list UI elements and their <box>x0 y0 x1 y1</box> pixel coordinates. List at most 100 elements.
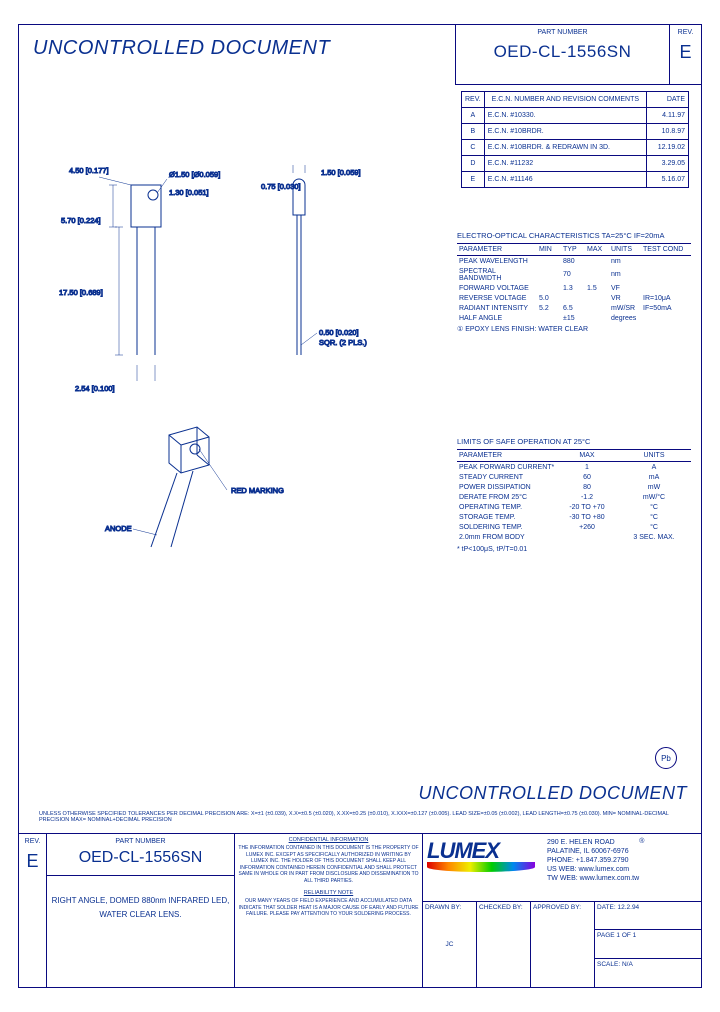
table-cell <box>585 293 609 303</box>
title-block-bottom: REV. E PART NUMBER OED-CL-1556SN RIGHT A… <box>19 833 701 987</box>
bot-rev-value: E <box>19 851 46 872</box>
table-cell: PEAK FORWARD CURRENT* <box>457 462 557 473</box>
revision-table: REV. E.C.N. NUMBER AND REVISION COMMENTS… <box>461 91 689 188</box>
table-cell: RADIANT INTENSITY <box>457 303 537 313</box>
svg-text:2.54 [0.100]: 2.54 [0.100] <box>75 384 115 393</box>
pb-free-icon: Pb <box>655 747 677 769</box>
table-cell: 1 <box>557 462 617 473</box>
table-cell: E.C.N. #10330. <box>484 108 646 124</box>
table-cell: 5.0 <box>537 293 561 303</box>
table-cell: -20 TO +70 <box>557 502 617 512</box>
table-cell: E.C.N. #11146 <box>484 172 646 188</box>
characteristics-table: PARAMETER MIN TYP MAX UNITS TEST COND PE… <box>457 243 691 333</box>
bot-rev-label: REV. <box>19 838 46 845</box>
table-cell: D <box>462 156 485 172</box>
svg-text:RED MARKING: RED MARKING <box>231 486 284 495</box>
table-cell <box>537 313 561 323</box>
table-cell: PEAK WAVELENGTH <box>457 256 537 267</box>
table-cell: mW/SR <box>609 303 641 313</box>
char-title: ELECTRO-OPTICAL CHARACTERISTICS TA=25°C … <box>457 231 665 240</box>
table-cell: 70 <box>561 266 585 283</box>
rev-label: REV. <box>670 29 701 36</box>
table-cell <box>641 283 691 293</box>
char-h1: MIN <box>537 244 561 256</box>
revtable-h1: E.C.N. NUMBER AND REVISION COMMENTS <box>484 92 646 108</box>
table-cell: -1.2 <box>557 492 617 502</box>
addr-line: PALATINE, IL 60067-6976 <box>547 847 639 856</box>
date-value: 12.2.94 <box>617 904 639 911</box>
revtable-h0: REV. <box>462 92 485 108</box>
table-cell: 5.16.07 <box>647 172 689 188</box>
table-cell: 80 <box>557 482 617 492</box>
table-cell: 60 <box>557 472 617 482</box>
approved-label: APPROVED BY: <box>533 904 592 911</box>
svg-text:1.30 [0.051]: 1.30 [0.051] <box>169 188 209 197</box>
char-h5: TEST COND <box>641 244 691 256</box>
table-cell: A <box>462 108 485 124</box>
rel-title: RELIABILITY NOTE <box>238 890 419 896</box>
table-cell: degrees <box>609 313 641 323</box>
table-cell: 10.8.97 <box>647 124 689 140</box>
addr-line: 290 E. HELEN ROAD <box>547 838 639 847</box>
table-cell: 1.5 <box>585 283 609 293</box>
table-cell: VF <box>609 283 641 293</box>
table-cell: mW <box>617 482 691 492</box>
scale-label: SCALE: <box>597 961 620 968</box>
table-cell: 5.2 <box>537 303 561 313</box>
scale-value: N/A <box>622 961 633 968</box>
svg-text:4.50 [0.177]: 4.50 [0.177] <box>69 166 109 175</box>
table-cell <box>641 266 691 283</box>
checked-label: CHECKED BY: <box>479 904 528 911</box>
lim-h0: PARAMETER <box>457 450 557 462</box>
table-cell: FORWARD VOLTAGE <box>457 283 537 293</box>
limits-table: PARAMETER MAX UNITS PEAK FORWARD CURRENT… <box>457 449 691 553</box>
table-cell: 3 SEC. MAX. <box>617 532 691 542</box>
tolerances-note: UNLESS OTHERWISE SPECIFIED TOLERANCES PE… <box>39 811 689 823</box>
table-cell: nm <box>609 266 641 283</box>
table-cell: mW/°C <box>617 492 691 502</box>
lim-h2: UNITS <box>617 450 691 462</box>
table-cell: -30 TO +80 <box>557 512 617 522</box>
table-cell: STORAGE TEMP. <box>457 512 557 522</box>
table-cell: +260 <box>557 522 617 532</box>
svg-text:Ø1.50 [Ø0.059]: Ø1.50 [Ø0.059] <box>169 170 220 179</box>
table-cell: 880 <box>561 256 585 267</box>
svg-text:0.75 [0.030]: 0.75 [0.030] <box>261 182 301 191</box>
registered-icon: ® <box>639 838 644 845</box>
table-cell: VR <box>609 293 641 303</box>
table-cell: SPECTRAL BANDWIDTH <box>457 266 537 283</box>
table-cell: 1.3 <box>561 283 585 293</box>
char-note: ① EPOXY LENS FINISH: WATER CLEAR <box>457 325 691 333</box>
pn-value: OED-CL-1556SN <box>456 42 669 62</box>
conf-body: THE INFORMATION CONTAINED IN THIS DOCUME… <box>238 845 419 884</box>
date-label: DATE: <box>597 904 616 911</box>
char-h2: TYP <box>561 244 585 256</box>
bot-pn-value: OED-CL-1556SN <box>47 849 234 867</box>
lumex-logo: LUMEX <box>427 838 543 897</box>
table-cell: E <box>462 172 485 188</box>
component-drawing: 4.50 [0.177] Ø1.50 [Ø0.059] 1.30 [0.051]… <box>39 145 419 565</box>
table-cell: E.C.N. #10BRDR. <box>484 124 646 140</box>
table-cell: ±15 <box>561 313 585 323</box>
svg-text:ANODE: ANODE <box>105 524 132 533</box>
addr-line: US WEB: www.lumex.com <box>547 865 639 874</box>
table-cell: 3.29.05 <box>647 156 689 172</box>
table-cell <box>561 293 585 303</box>
table-cell: STEADY CURRENT <box>457 472 557 482</box>
addr-line: PHONE: +1.847.359.2790 <box>547 856 639 865</box>
watermark-bottom: UNCONTROLLED DOCUMENT <box>418 783 687 804</box>
rev-value: E <box>670 42 701 63</box>
table-cell: C <box>462 140 485 156</box>
table-cell: °C <box>617 512 691 522</box>
table-cell: mA <box>617 472 691 482</box>
lim-h1: MAX <box>557 450 617 462</box>
char-h3: MAX <box>585 244 609 256</box>
table-cell: E.C.N. #11232 <box>484 156 646 172</box>
table-cell <box>557 532 617 542</box>
table-cell <box>585 303 609 313</box>
svg-text:1.50 [0.059]: 1.50 [0.059] <box>321 168 361 177</box>
pn-label: PART NUMBER <box>456 29 669 36</box>
table-cell: °C <box>617 502 691 512</box>
drawn-value: JC <box>425 941 474 948</box>
table-cell <box>585 313 609 323</box>
